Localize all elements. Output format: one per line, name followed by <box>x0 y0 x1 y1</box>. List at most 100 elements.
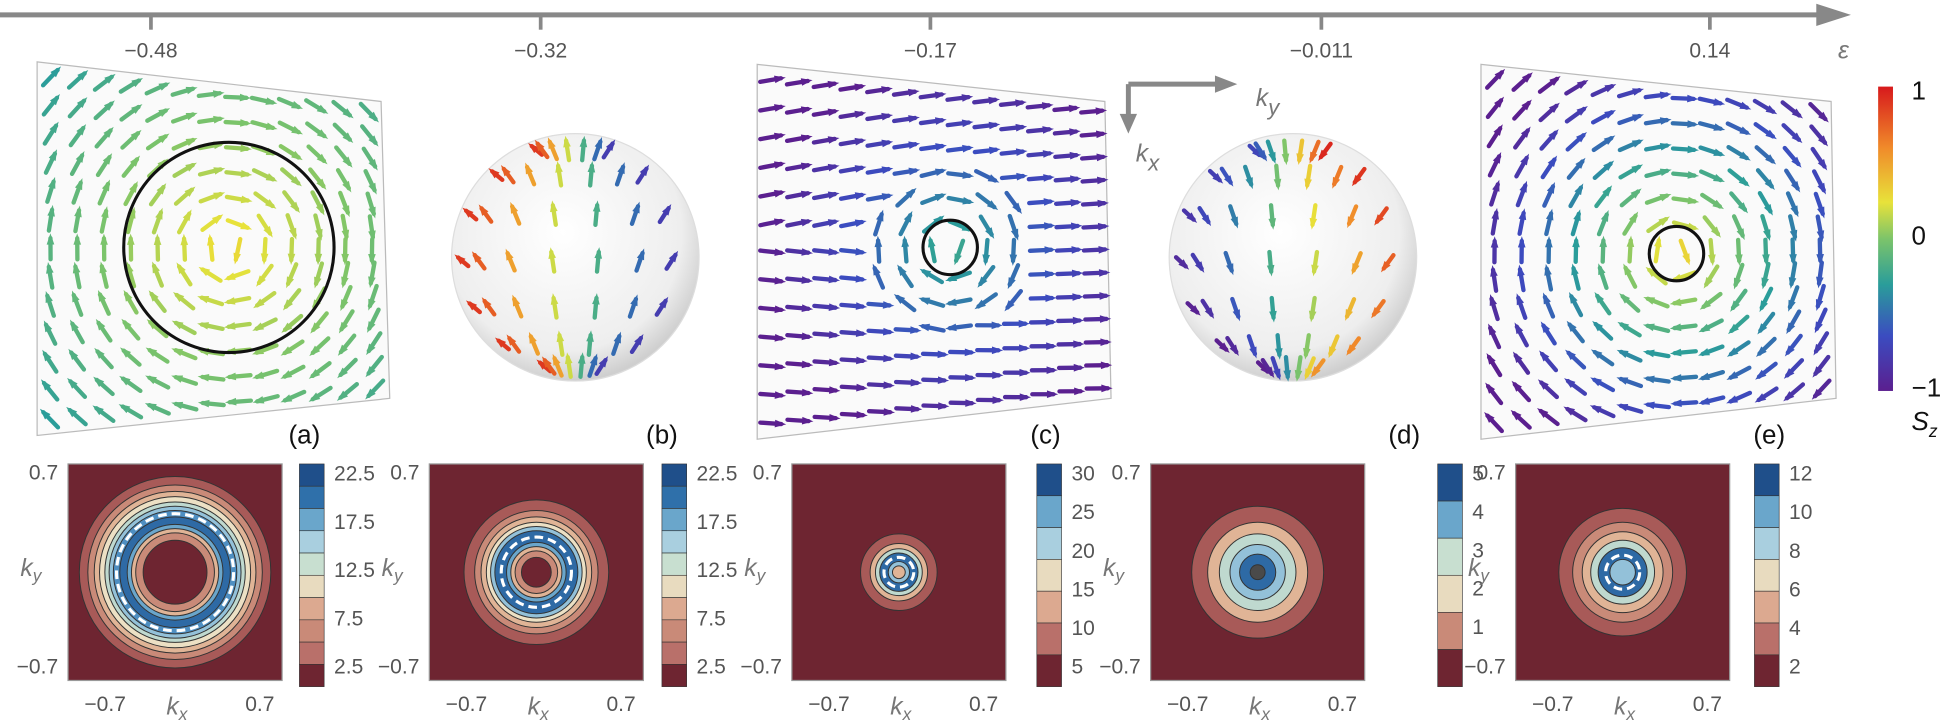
spin-arrow-head <box>1726 395 1739 404</box>
spin-arrow-head <box>1519 180 1528 193</box>
spin-arrow-head <box>129 155 141 167</box>
spin-arrow-head <box>1761 277 1769 290</box>
spin-arrow-head <box>1659 142 1672 151</box>
spin-arrow-head <box>1788 299 1796 312</box>
x-tick-label: −0.7 <box>446 693 488 716</box>
spin-arrow-head <box>883 354 895 363</box>
spin-arrow-head <box>68 348 79 361</box>
spin-arrow-head <box>368 206 376 219</box>
spin-arrow-head <box>263 226 273 238</box>
colorbar-band <box>299 619 325 643</box>
spin-arrow-head <box>145 375 157 385</box>
spin-arrow-head <box>288 227 297 240</box>
spin-arrow-head <box>1616 349 1629 358</box>
spin-arrow-head <box>1703 276 1713 289</box>
spin-arrow-head <box>1073 363 1086 372</box>
spin-arrow-head <box>1484 412 1495 423</box>
kx-label: kx <box>1136 140 1160 175</box>
spin-arrow-head <box>854 165 867 173</box>
contour-level <box>1609 558 1636 586</box>
spin-arrow-head <box>773 189 786 198</box>
spin-arrow-head <box>910 405 923 413</box>
spin-arrow-head <box>212 90 225 98</box>
spin-arrow-head <box>598 355 609 368</box>
spin-arrow-head <box>1737 202 1749 214</box>
spin-arrow-head <box>962 144 974 153</box>
spin-arrow-head <box>1514 322 1524 335</box>
colorbar-band <box>661 574 687 598</box>
colorbar-band <box>1437 574 1463 613</box>
spin-arrow-head <box>1328 346 1337 359</box>
spin-arrow-head <box>1230 216 1238 229</box>
spin-arrow-head <box>366 343 376 356</box>
spin-arrow-head <box>1043 198 1056 206</box>
colorbar-band <box>661 641 687 665</box>
spin-arrow-head <box>828 358 841 367</box>
spin-arrow-head <box>1189 305 1201 316</box>
spin-arrow-head <box>1713 98 1726 106</box>
spin-arrow-head <box>1516 293 1524 306</box>
spin-arrow-head <box>1010 228 1019 241</box>
spin-arrow-head <box>1351 174 1362 187</box>
spin-arrow-head <box>910 326 922 334</box>
colorbar-band <box>299 552 325 576</box>
spin-arrow-head <box>1789 229 1798 242</box>
spin-arrow-head <box>1814 321 1823 334</box>
spin-arrow-head <box>773 218 786 227</box>
spin-arrow-head <box>1045 294 1057 302</box>
spin-arrow-head <box>42 349 52 362</box>
colorbar-tick-label: 1 <box>1472 616 1484 639</box>
spin-arrow-head <box>1380 261 1391 273</box>
spin-arrow-head <box>1645 266 1657 277</box>
spin-arrow-head <box>991 346 1004 355</box>
spin-arrow-head <box>774 334 787 342</box>
skyrmion-boundary <box>122 140 336 355</box>
spin-arrow-head <box>280 370 293 379</box>
spin-arrow-head <box>308 392 321 402</box>
colorbar-band <box>1036 527 1062 560</box>
x-axis-label-sub: x <box>902 704 913 724</box>
spin-arrow-head <box>341 276 349 289</box>
spin-arrow-head <box>954 253 962 266</box>
spin-arrow-head <box>774 419 787 428</box>
spin-arrow-head <box>1520 126 1531 138</box>
spin-arrow-head <box>1565 349 1576 361</box>
spin-arrow-head <box>1733 277 1742 290</box>
spin-arrow-head <box>854 192 867 200</box>
spin-arrow-head <box>1517 264 1525 277</box>
colorbar-band <box>1754 622 1780 656</box>
spin-arrow-head <box>897 264 907 276</box>
spin-arrow-head <box>1815 299 1824 311</box>
spin-arrow-head <box>291 125 304 135</box>
spin-arrow-head <box>1015 148 1028 156</box>
spin-arrow-head <box>1546 181 1555 194</box>
colorbar-tick-label: 25 <box>1071 501 1094 524</box>
spin-arrow-head <box>962 196 975 205</box>
spin-arrow-head <box>337 344 348 356</box>
spin-arrow-head <box>1016 172 1028 181</box>
epsilon-tick-label: 0.14 <box>1689 40 1730 63</box>
spin-arrow-head <box>1071 269 1084 278</box>
colorbar-tick-label: 5 <box>1071 656 1083 679</box>
spin-arrow-head <box>1019 368 1031 377</box>
spin-arrow-head <box>903 210 913 223</box>
spin-arrow-head <box>827 191 840 200</box>
spin-arrow-head <box>197 399 210 408</box>
spin-arrow-head <box>316 129 329 139</box>
spin-arrow-head <box>1275 348 1283 360</box>
vector-field <box>36 61 391 437</box>
spin-arrow-head <box>282 299 293 311</box>
spin-arrow-head <box>1603 160 1615 171</box>
spin-arrow-head <box>856 383 868 392</box>
spin-arrow-head <box>1070 175 1082 184</box>
spin-arrow-head <box>103 126 114 138</box>
spin-arrow-head <box>50 66 62 78</box>
contour-level <box>520 556 552 588</box>
x-tick-label: 0.7 <box>245 693 274 716</box>
y-axis-label-base: k <box>1468 555 1482 582</box>
spin-arrow-head <box>512 294 521 307</box>
spin-arrow-head <box>1549 75 1561 86</box>
spin-arrow-head <box>1494 68 1506 80</box>
